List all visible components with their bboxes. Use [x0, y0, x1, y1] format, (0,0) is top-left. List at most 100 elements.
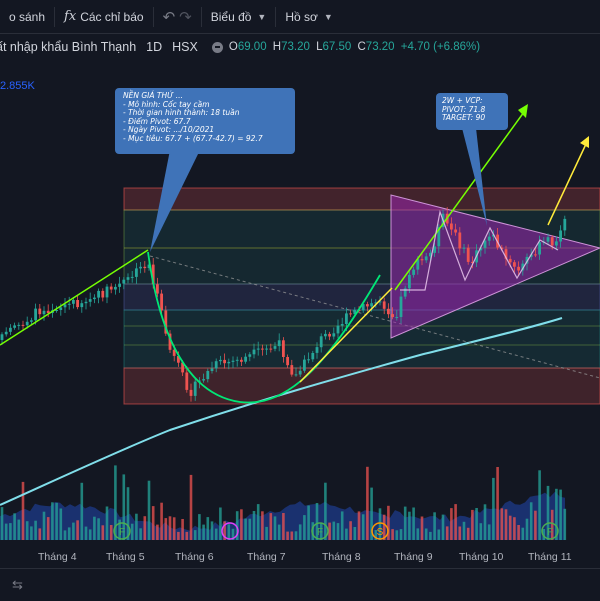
event-marker[interactable]: S	[371, 522, 389, 540]
indicators-button[interactable]: fx Các chỉ báo	[55, 0, 153, 33]
undo-redo-group: ↶ ↷	[154, 0, 201, 33]
compare-button[interactable]: o sánh	[0, 0, 54, 33]
candle-body	[227, 361, 231, 364]
volume-bar	[160, 502, 163, 540]
volume-bar	[328, 522, 331, 540]
volume-bar	[555, 488, 558, 540]
change-value: +4.70 (+6.86%)	[400, 41, 481, 53]
candle-body	[517, 266, 520, 271]
candle-body	[42, 310, 46, 315]
event-marker[interactable]	[221, 522, 239, 540]
volume-bar	[399, 529, 403, 540]
candle-body	[416, 259, 420, 270]
profile-menu-label: Hồ sơ	[285, 9, 318, 24]
top-toolbar: o sánh fx Các chỉ báo ↶ ↷ Biểu đồ ▼ Hồ sơ ▼	[0, 0, 600, 34]
volume-bar	[366, 466, 369, 540]
volume-bar	[311, 522, 315, 540]
candle-body	[340, 324, 344, 326]
note-line: TARGET: 90	[442, 113, 486, 123]
volume-bar	[441, 514, 445, 540]
volume-bar	[387, 505, 390, 540]
candle-body	[164, 310, 168, 334]
volume-bar	[101, 525, 105, 540]
event-marker[interactable]: F	[541, 522, 559, 540]
candle-body	[349, 313, 352, 315]
volume-bar	[126, 487, 130, 540]
event-marker[interactable]: F	[113, 522, 131, 540]
chart-menu-button[interactable]: Biểu đồ ▼	[202, 0, 276, 33]
profile-menu-button[interactable]: Hồ sơ ▼	[276, 0, 341, 33]
candle-body	[521, 263, 525, 271]
candle-body	[399, 296, 403, 317]
candle-body	[307, 359, 310, 361]
volume-bar	[542, 529, 546, 540]
volume-bar	[9, 523, 12, 540]
redo-icon[interactable]: ↷	[179, 8, 192, 26]
volume-bar	[105, 506, 109, 540]
volume-bar	[408, 511, 411, 540]
candle-body	[109, 286, 113, 290]
volume-bar	[63, 530, 67, 540]
exchange-label: HSX	[172, 40, 198, 54]
candle-body	[504, 249, 508, 259]
volume-bar	[391, 529, 394, 540]
volume-bar	[487, 524, 491, 540]
symbol-title[interactable]: ất nhập khẩu Bình Thạnh	[0, 40, 137, 54]
vcp-note[interactable]: 2W + VCP: PIVOT: 71.8 TARGET: 90	[436, 93, 508, 130]
volume-bar	[349, 521, 352, 540]
resistance-zone	[123, 187, 600, 211]
volume-bar	[374, 530, 378, 540]
volume-bar	[206, 517, 210, 540]
event-marker[interactable]: F	[311, 522, 329, 540]
volume-bar	[109, 525, 113, 540]
volume-bar	[466, 527, 470, 540]
candle-body	[450, 223, 453, 230]
volume-bar	[0, 507, 4, 540]
volume-bar	[88, 529, 92, 540]
candle-body	[206, 371, 210, 380]
timeframe-label[interactable]: 1D	[146, 40, 163, 54]
candle-body	[181, 362, 184, 373]
x-tick-label: Tháng 9	[394, 551, 433, 563]
candle-body	[244, 356, 247, 362]
candle-body	[433, 246, 436, 253]
volume-bar	[256, 504, 260, 540]
volume-bar	[164, 518, 168, 540]
volume-bar	[403, 506, 407, 540]
candle-body	[387, 308, 390, 315]
volume-bar	[51, 502, 54, 540]
volume-bar	[277, 524, 281, 540]
candle-body	[328, 333, 331, 337]
candle-body	[67, 303, 71, 305]
arrowhead-green	[518, 104, 528, 118]
candle-body	[458, 232, 462, 249]
candle-body	[525, 256, 529, 264]
note-line: - Mục tiêu: 67.7 + (67.7-42.7) = 92.7	[123, 133, 263, 143]
volume-bar	[151, 506, 155, 540]
x-tick-label: Tháng 5	[106, 551, 145, 563]
candle-body	[513, 262, 516, 267]
candle-body	[76, 300, 79, 308]
date-range-icon[interactable]: ⇆	[12, 577, 23, 592]
undo-icon[interactable]: ↶	[162, 8, 176, 26]
volume-bar	[84, 526, 88, 540]
event-marker-label: F	[317, 527, 323, 538]
volume-bar	[34, 520, 37, 540]
volume-bar	[475, 508, 478, 540]
candle-body	[223, 359, 226, 364]
volume-bar	[46, 517, 50, 540]
cup-handle-note[interactable]: NỀN GIÁ THỨ ... - Mô hình: Cốc tay cầm -…	[115, 88, 295, 154]
volume-bar	[214, 528, 218, 540]
volume-bar	[181, 519, 184, 540]
candle-body	[185, 372, 189, 390]
time-axis[interactable]: Tháng 4 Tháng 5 Tháng 6 Tháng 7 Tháng 8 …	[0, 545, 600, 567]
volume-bar	[17, 519, 21, 540]
volume-bar	[353, 527, 357, 540]
volume-bar	[139, 528, 142, 540]
market-status-icon	[211, 41, 223, 53]
candle-body	[286, 357, 289, 366]
chevron-down-icon: ▼	[257, 11, 267, 22]
volume-bar	[521, 527, 525, 540]
